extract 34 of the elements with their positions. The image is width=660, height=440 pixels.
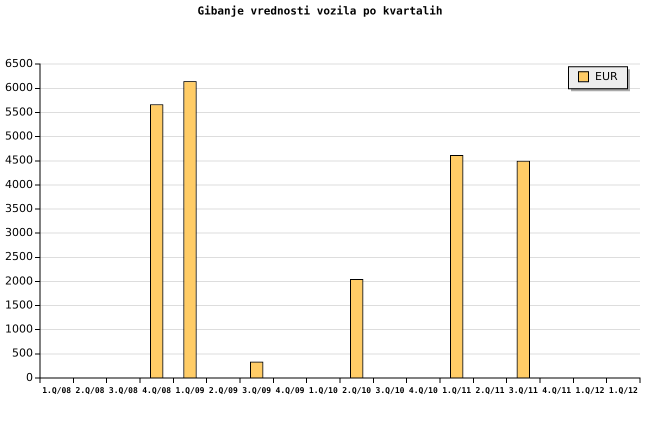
x-tick-label: 3.Q/11: [508, 386, 538, 395]
y-tick-label: 5000: [5, 129, 33, 142]
legend-label: EUR: [595, 70, 618, 84]
y-tick-label: 3500: [5, 202, 33, 215]
y-tick-label: 1500: [5, 298, 33, 312]
chart-title: Gibanje vrednosti vozila po kvartalih: [197, 4, 443, 18]
y-tick-label: 1000: [5, 322, 33, 336]
x-tick-label: 1.Q/12: [576, 386, 605, 395]
x-tick-label: 2.Q/10: [342, 386, 372, 395]
x-tick-label: 2.Q/09: [208, 386, 238, 395]
x-tick-label: 2.Q/08: [76, 386, 105, 395]
y-tick-label: 6500: [5, 57, 33, 70]
y-tick-label: 0: [26, 370, 33, 384]
x-tick-label: 1.Q/12: [608, 386, 638, 395]
y-tick-label: 500: [12, 346, 33, 360]
x-tick-label: 2.Q/11: [476, 386, 505, 395]
y-tick-label: 3000: [5, 226, 33, 240]
y-tick-label: 4000: [5, 178, 33, 191]
y-tick-label: 4500: [5, 154, 33, 167]
y-tick-label: 5500: [5, 105, 33, 118]
x-tick-label: 1.Q/10: [308, 386, 338, 395]
x-tick-label: 4.Q/10: [408, 386, 438, 395]
x-tick-label: 4.Q/09: [276, 386, 305, 395]
x-tick-label: 1.Q/09: [176, 386, 205, 395]
x-tick-label: 1.Q/11: [442, 386, 472, 395]
y-tick-label: 2500: [5, 250, 33, 264]
x-tick-label: 4.Q/08: [142, 386, 172, 395]
y-tick-label: 2000: [5, 274, 33, 288]
x-tick-label: 3.Q/10: [376, 386, 405, 395]
y-tick-label: 6000: [5, 81, 33, 94]
x-tick-label: 3.Q/08: [108, 386, 138, 395]
x-tick-label: 3.Q/09: [242, 386, 272, 395]
x-tick-label: 1.Q/08: [42, 386, 72, 395]
x-tick-label: 4.Q/11: [542, 386, 572, 395]
